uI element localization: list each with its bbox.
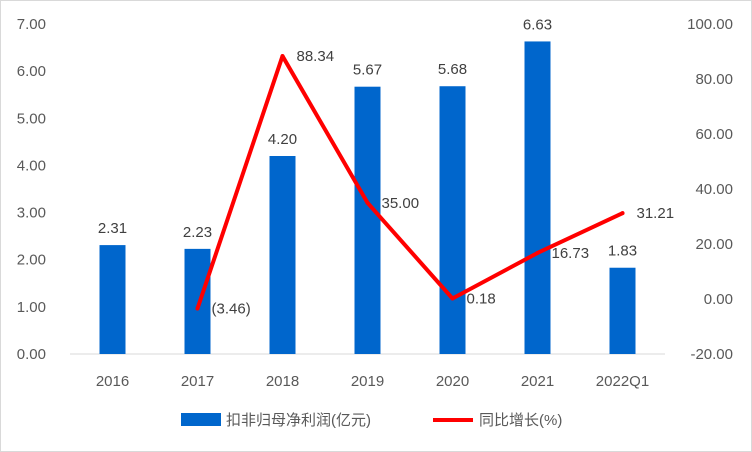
left-tick-label: 2.00: [17, 252, 46, 269]
right-tick-label: 40.00: [695, 181, 733, 198]
line-data-label: 35.00: [382, 195, 420, 212]
right-tick-label: 20.00: [695, 236, 733, 253]
left-axis: 0.00 1.00 2.00 3.00 4.00 5.00 6.00 7.00: [17, 16, 46, 363]
bar: [609, 267, 636, 354]
line-data-label: (3.46): [212, 301, 251, 318]
category-label: 2020: [436, 373, 469, 390]
category-label: 2017: [181, 373, 214, 390]
right-axis: -20.00 0.00 20.00 40.00 60.00 80.00 100.00: [687, 16, 733, 363]
line-point: [620, 211, 625, 216]
left-tick-label: 1.00: [17, 299, 46, 316]
growth-line: [195, 54, 625, 311]
line-data-label: 0.18: [467, 291, 496, 308]
line-point: [365, 200, 370, 205]
left-tick-label: 3.00: [17, 205, 46, 222]
right-tick-label: 0.00: [704, 291, 733, 308]
legend-line-label: 同比增长(%): [479, 412, 562, 429]
bar-data-label: 2.23: [183, 224, 212, 241]
left-tick-label: 5.00: [17, 110, 46, 127]
left-tick-label: 6.00: [17, 63, 46, 80]
line-point: [195, 306, 200, 311]
line-point: [450, 296, 455, 301]
line-point: [280, 54, 285, 59]
bar-series: [99, 41, 636, 354]
bar: [269, 156, 296, 354]
bar-data-label: 5.68: [438, 61, 467, 78]
line-series: [195, 54, 625, 311]
line-data-label: 31.21: [637, 205, 675, 222]
bar-data-label: 2.31: [98, 220, 127, 237]
bar: [184, 248, 211, 354]
legend-bar-swatch: [181, 413, 221, 426]
category-label: 2021: [521, 373, 554, 390]
right-tick-label: 80.00: [695, 71, 733, 88]
right-tick-label: -20.00: [690, 346, 733, 363]
line-data-label: 88.34: [297, 48, 335, 65]
x-axis: 2016 2017 2018 2019 2020 2021 2022Q1: [96, 373, 649, 390]
bar: [439, 86, 466, 354]
left-tick-label: 4.00: [17, 157, 46, 174]
left-tick-label: 0.00: [17, 346, 46, 363]
bar-data-label: 1.83: [608, 243, 637, 260]
line-data-label: 16.73: [552, 245, 590, 262]
category-label: 2016: [96, 373, 129, 390]
bar-data-label: 6.63: [523, 16, 552, 33]
bar-data-label: 4.20: [268, 131, 297, 148]
legend: 扣非归母净利润(亿元) 同比增长(%): [181, 412, 562, 429]
category-label: 2022Q1: [596, 373, 649, 390]
bar: [524, 41, 551, 354]
category-label: 2019: [351, 373, 384, 390]
bar-data-labels: 2.31 2.23 4.20 5.67 5.68 6.63 1.83: [98, 16, 637, 259]
bar-data-label: 5.67: [353, 62, 382, 79]
right-tick-label: 60.00: [695, 126, 733, 143]
line-point: [535, 250, 540, 255]
left-tick-label: 7.00: [17, 16, 46, 33]
bar: [99, 245, 126, 354]
legend-bar-label: 扣非归母净利润(亿元): [226, 412, 371, 429]
right-tick-label: 100.00: [687, 16, 733, 33]
bar: [354, 86, 381, 354]
category-label: 2018: [266, 373, 299, 390]
line-data-labels: (3.46) 88.34 35.00 0.18 16.73 31.21: [212, 48, 675, 317]
